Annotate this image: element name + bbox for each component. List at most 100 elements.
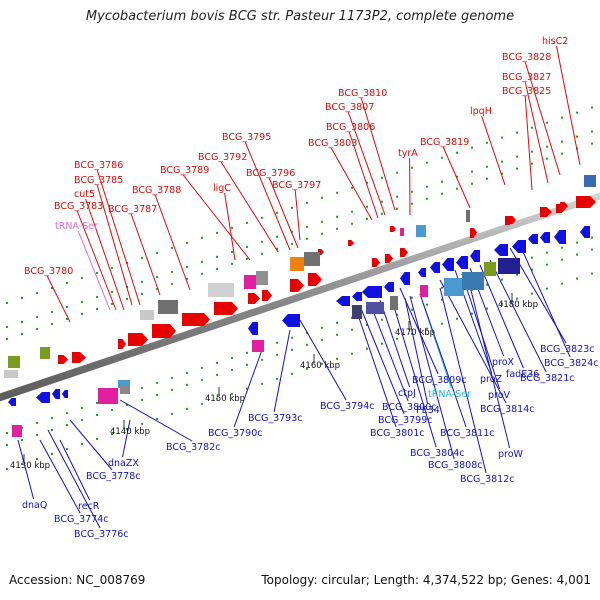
guide-dot <box>546 251 548 254</box>
guide-dot <box>201 378 203 381</box>
feature-box <box>484 262 496 276</box>
reverse-gene <box>362 286 382 298</box>
guide-dot <box>231 368 233 371</box>
gene-label-top: BCG_3780 <box>24 266 73 277</box>
gene-label-bottom: dnaQ <box>22 500 47 511</box>
leader-line <box>77 230 111 311</box>
gene-label-bottom: BCG_3800c <box>382 402 437 413</box>
guide-dot <box>291 206 293 209</box>
forward-gene <box>290 279 304 292</box>
guide-dot <box>591 106 593 109</box>
guide-dot <box>96 437 98 440</box>
leader-line <box>59 439 91 501</box>
guide-dot <box>246 387 248 390</box>
guide-dot <box>186 407 188 410</box>
leader-line <box>359 305 405 415</box>
reverse-gene <box>282 314 300 327</box>
forward-gene <box>560 202 568 210</box>
guide-dot <box>231 250 233 253</box>
gene-label-bottom: ctpJ <box>398 388 416 399</box>
guide-dot <box>381 200 383 203</box>
guide-dot <box>126 297 128 300</box>
guide-dot <box>396 207 398 210</box>
guide-dot <box>171 282 173 285</box>
leader-line <box>489 259 547 373</box>
guide-dot <box>36 315 38 318</box>
guide-dot <box>261 216 263 219</box>
feature-box <box>158 300 178 314</box>
guide-dot <box>471 146 473 149</box>
feature-box <box>400 228 404 236</box>
guide-dot <box>546 287 548 290</box>
guide-dot <box>141 292 143 295</box>
guide-dot <box>216 255 218 258</box>
reverse-gene <box>554 230 566 244</box>
guide-dot <box>21 296 23 299</box>
guide-dot <box>246 221 248 224</box>
reverse-gene <box>580 226 590 238</box>
scale-tick-label: 4170 kbp <box>395 328 435 338</box>
guide-dot <box>531 162 533 165</box>
gene-label-bottom: dnaZX <box>108 458 139 469</box>
guide-dot <box>351 352 353 355</box>
guide-dot <box>576 253 578 256</box>
guide-dot <box>231 356 233 359</box>
strand-guide-dots <box>6 106 593 470</box>
guide-dot <box>291 230 293 233</box>
guide-dot <box>591 236 593 239</box>
guide-dot <box>591 248 593 251</box>
leader-line <box>273 329 291 413</box>
guide-dot <box>66 317 68 320</box>
forward-gene <box>118 339 126 349</box>
feature-box <box>352 305 362 319</box>
forward-gene <box>308 273 322 286</box>
feature-box <box>208 283 234 297</box>
leader-line <box>369 302 409 402</box>
guide-dot <box>276 353 278 356</box>
leader-line <box>220 161 279 253</box>
guide-dot <box>81 406 83 409</box>
reverse-gene <box>442 258 454 271</box>
guide-dot <box>36 327 38 330</box>
gene-label-top: BCG_3789 <box>160 165 209 176</box>
guide-dot <box>111 302 113 305</box>
gene-label-bottom: BCG_3774c <box>54 514 109 525</box>
feature-box <box>8 356 20 368</box>
guide-dot <box>291 372 293 375</box>
guide-dot <box>501 172 503 175</box>
leader-line <box>354 305 397 428</box>
leader-line <box>69 419 113 471</box>
guide-dot <box>276 377 278 380</box>
guide-dot <box>96 413 98 416</box>
gene-label-bottom: BCG_3811c <box>440 428 495 439</box>
gene-label-top: BCG_3810 <box>338 88 387 99</box>
reverse-gene <box>8 398 16 406</box>
guide-dot <box>546 157 548 160</box>
guide-dot <box>426 303 428 306</box>
gene-label-bottom: BCG_3814c <box>480 404 535 415</box>
feature-box <box>256 271 268 285</box>
guide-dot <box>96 307 98 310</box>
guide-dot <box>471 182 473 185</box>
forward-gene <box>540 207 552 217</box>
guide-dot <box>141 386 143 389</box>
scale-tick-label: 4140 kbp <box>110 427 150 437</box>
guide-dot <box>156 381 158 384</box>
guide-dot <box>6 431 8 434</box>
forward-gene <box>576 196 596 208</box>
scale-tick-label: 4150 kbp <box>205 394 245 404</box>
guide-dot <box>501 160 503 163</box>
feature-box <box>140 310 154 320</box>
feature-box <box>498 258 520 274</box>
guide-dot <box>486 141 488 144</box>
guide-dot <box>66 423 68 426</box>
guide-dot <box>6 443 8 446</box>
accession-text: Accession: NC_008769 <box>9 573 146 587</box>
scale-tick-label: 4160 kbp <box>300 361 340 371</box>
guide-dot <box>411 308 413 311</box>
guide-dot <box>246 257 248 260</box>
guide-dot <box>216 267 218 270</box>
forward-gene <box>400 248 408 257</box>
guide-dot <box>321 196 323 199</box>
guide-dot <box>216 361 218 364</box>
